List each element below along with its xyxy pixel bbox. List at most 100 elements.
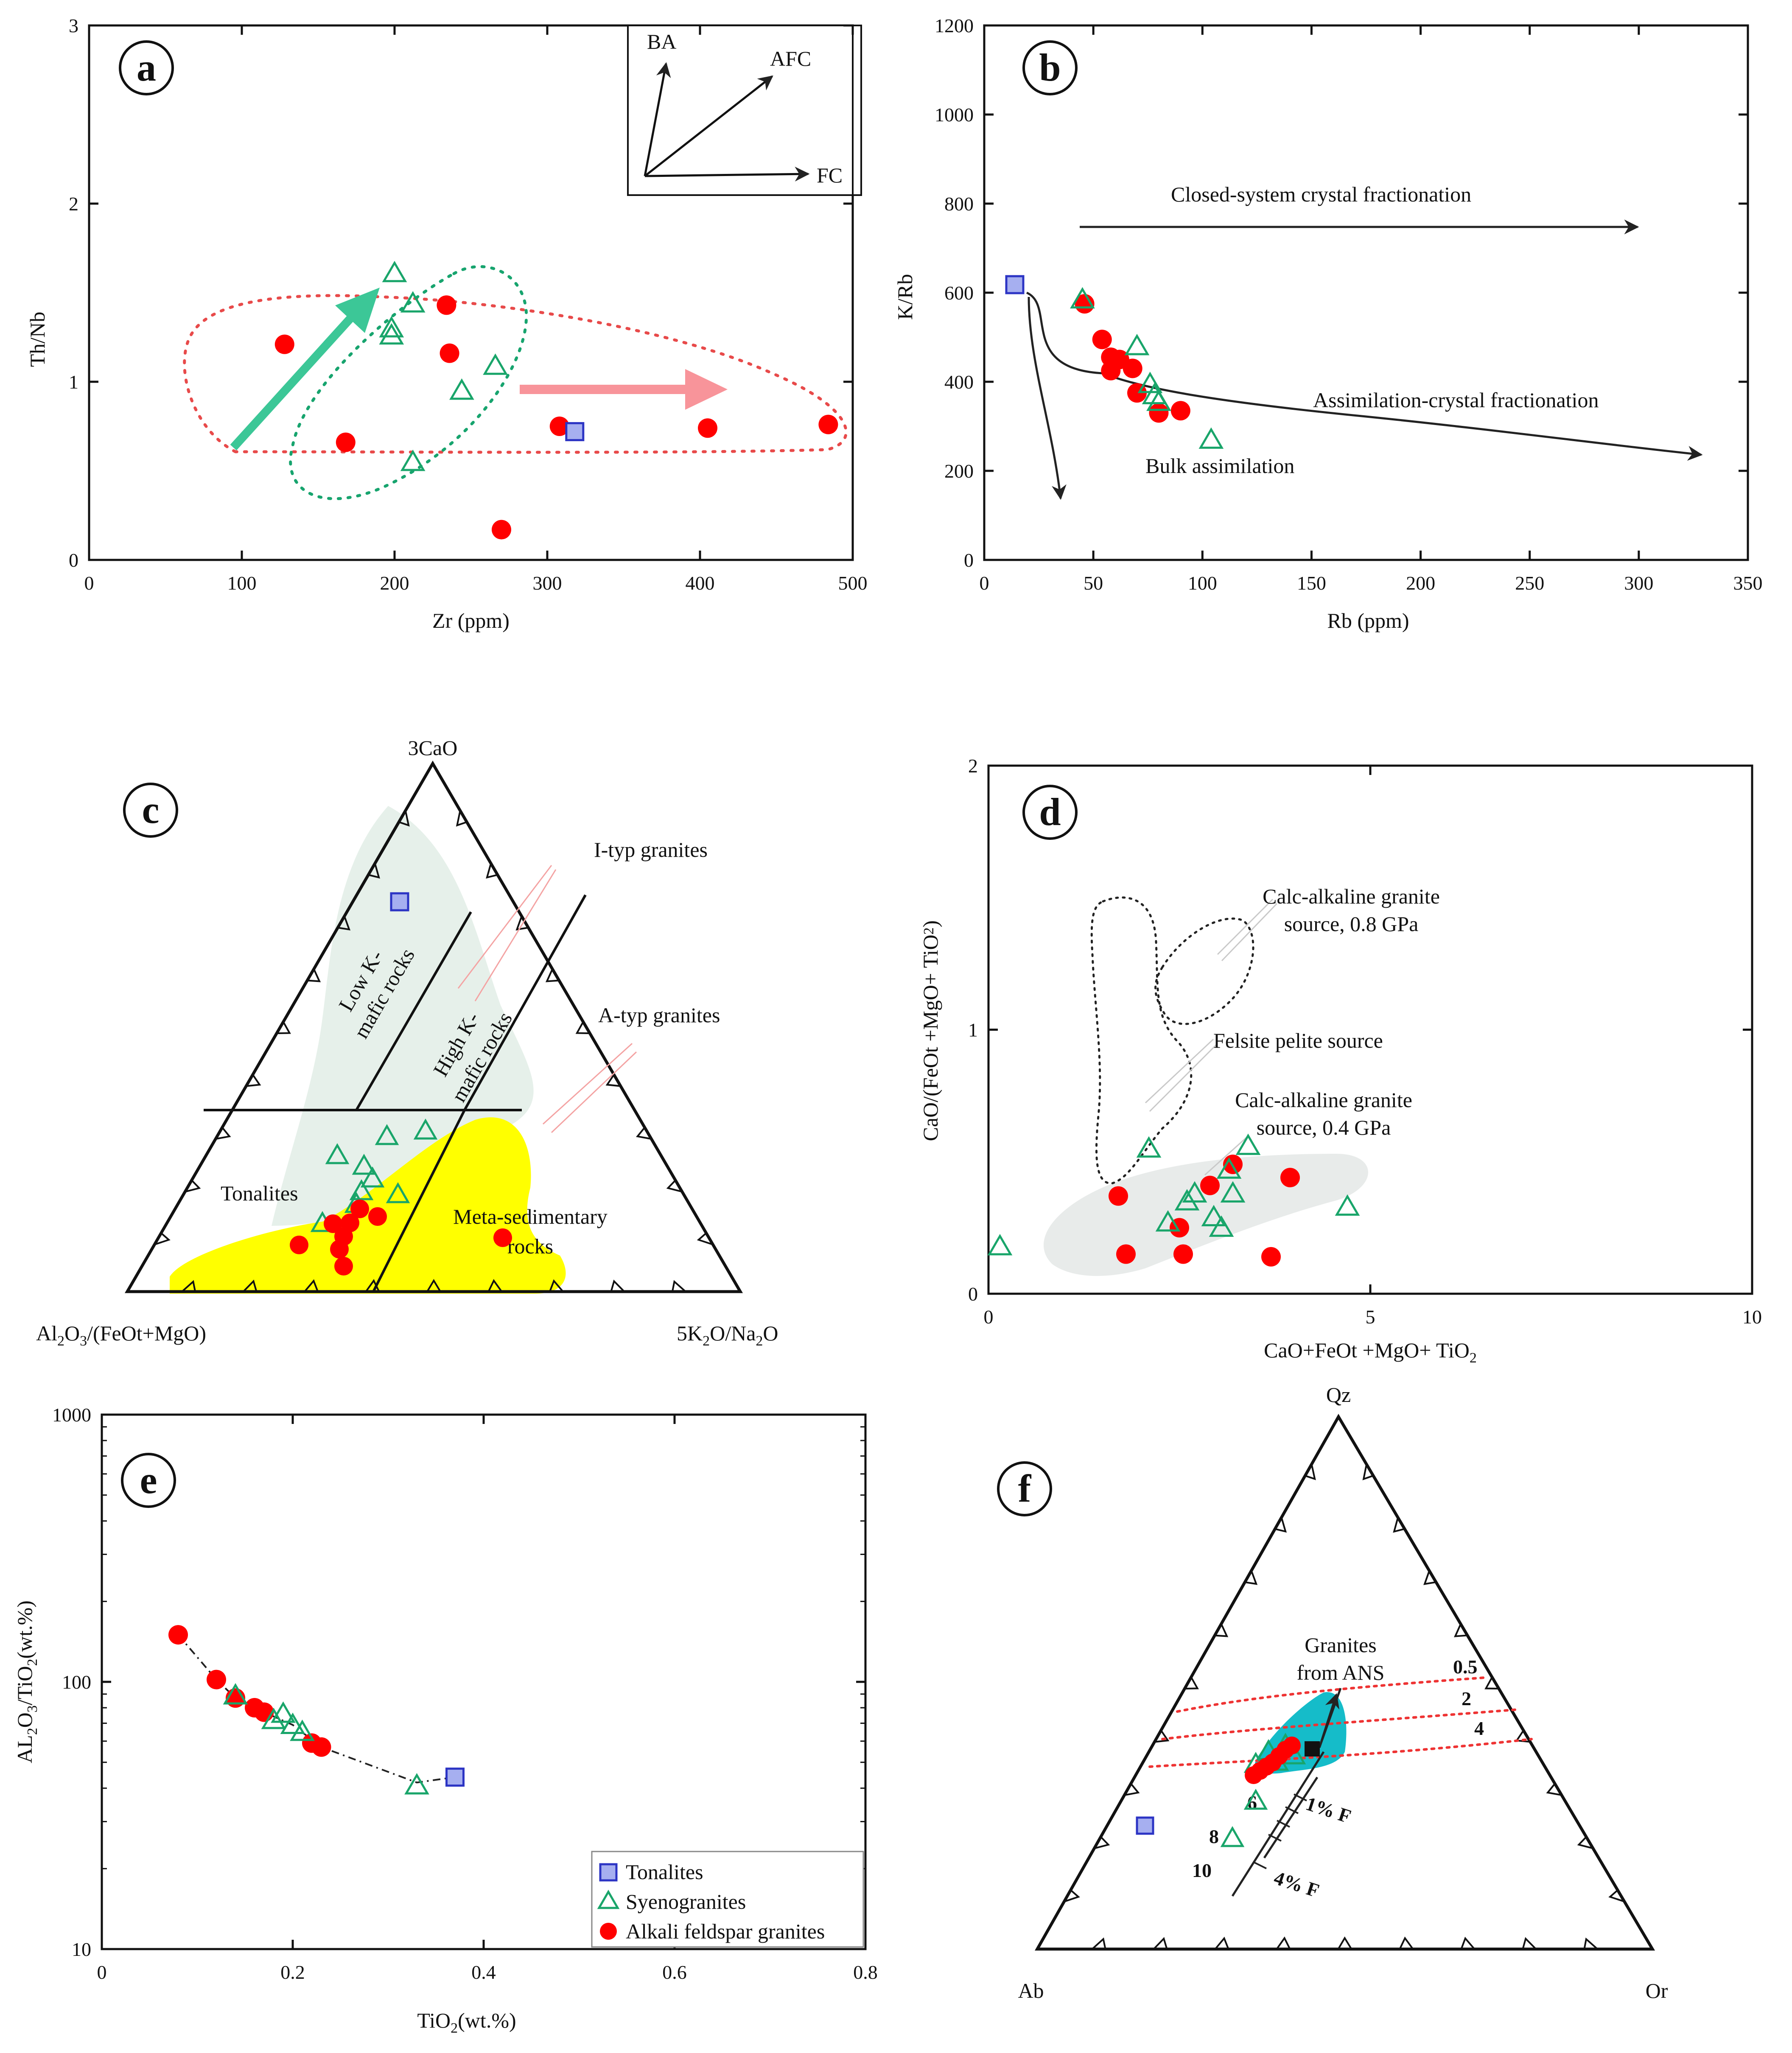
x-tick-label: 350 — [1733, 572, 1763, 594]
ans-label-2: from ANS — [1297, 1661, 1385, 1684]
panel-b-label-circle — [1022, 40, 1078, 95]
tonalites-field-label: Tonalites — [221, 1181, 298, 1205]
ternary-tick — [185, 1180, 201, 1193]
alkali-point — [290, 1236, 308, 1254]
alkali-point — [1261, 1247, 1281, 1267]
ternary-tick — [545, 968, 559, 982]
ternary-tick — [1337, 1936, 1352, 1950]
alkali-point — [1116, 1244, 1136, 1264]
panel-c-apex-right: 5K2O/Na2O — [677, 1321, 778, 1349]
ternary-tick — [1153, 1937, 1168, 1950]
panel-e-label-circle — [121, 1453, 176, 1508]
syeno-point — [271, 1701, 296, 1723]
panel-f-ticks — [1064, 1464, 1625, 1950]
alkali-point — [1092, 330, 1112, 350]
alkali-point — [818, 414, 838, 434]
ternary-tick — [215, 1127, 231, 1140]
calc-alkaline-08-label-1: Calc-alkaline granite — [1263, 884, 1440, 908]
panel-f-label: f — [1018, 1467, 1032, 1510]
green-trend-arrow — [230, 309, 360, 450]
ternary-tick — [575, 1021, 590, 1034]
panel-a-ylabel: Th/Nb — [25, 312, 49, 367]
inset-label-afc: AFC — [770, 47, 811, 70]
alkali-point — [698, 418, 717, 438]
calc-alkaline-0.8-field — [1154, 917, 1254, 1025]
alkali-point — [1200, 1175, 1220, 1195]
syeno-point — [987, 1233, 1013, 1256]
y-tick-label: 2 — [968, 755, 978, 777]
metased-label-1: Meta-sedimentary — [453, 1205, 608, 1228]
tonalite-point — [445, 1768, 465, 1787]
ternary-tick — [1522, 1937, 1537, 1950]
ternary-tick — [486, 863, 498, 879]
ternary-tick — [1577, 1836, 1593, 1849]
panel-b-label: b — [1039, 46, 1061, 89]
syeno-point — [413, 1118, 438, 1140]
syeno-point — [1155, 1210, 1181, 1232]
alkali-point — [1173, 1244, 1193, 1264]
ternary-tick — [1124, 1783, 1140, 1796]
ternary-tick — [1215, 1623, 1229, 1637]
afc-label: Assimilation-crystal fractionation — [1313, 388, 1599, 412]
curve-label-0.5: 0.5 — [1453, 1656, 1478, 1678]
y-tick-label: 100 — [62, 1671, 91, 1693]
trend-ticks — [1253, 1793, 1307, 1869]
panel-b-ticks: 0 50 100 150 200 250 300 350 0 200 400 600 800 1000 12… — [935, 15, 1763, 594]
ternary-tick — [671, 1280, 686, 1292]
panel-d-label: d — [1039, 790, 1061, 834]
alkali-point — [334, 1257, 353, 1275]
curve-label-2: 2 — [1462, 1688, 1471, 1709]
syeno-point — [1198, 427, 1224, 449]
syeno-point — [1174, 1189, 1200, 1211]
x-tick-label: 0 — [97, 1961, 107, 1983]
panel-c-apex-left: Al2O3/(FeOt+MgO) — [36, 1321, 206, 1349]
panel-c: Low K- mafic rocks High K- mafic rocks T… — [36, 736, 778, 1349]
y-tick-label: 10 — [72, 1938, 91, 1960]
x-tick-label: 0.6 — [662, 1961, 687, 1983]
ternary-tick — [307, 968, 321, 982]
panel-b-ylabel: K/Rb — [893, 274, 917, 320]
ternary-tick — [277, 1021, 291, 1035]
panel-f-apex-top: Qz — [1326, 1383, 1351, 1407]
inset-label-ba: BA — [647, 30, 676, 53]
trend-label-4f: 4% F — [1271, 1867, 1322, 1902]
syeno-point — [1220, 1181, 1246, 1203]
alkali-point — [324, 1214, 342, 1233]
ternary-tick — [1484, 1677, 1499, 1689]
pressure-curve-2 — [1161, 1708, 1520, 1740]
ternary-tick — [697, 1232, 713, 1245]
felsite-pelite-field — [1090, 896, 1193, 1185]
ternary-tick — [1214, 1936, 1229, 1950]
panel-b-frame — [983, 24, 1749, 561]
panel-c-boundary-2 — [372, 1109, 466, 1292]
panel-b-points — [1005, 275, 1224, 449]
trend-line-left — [1231, 1751, 1325, 1897]
syeno-point — [352, 1153, 376, 1175]
x-tick-label: 0.8 — [853, 1961, 878, 1983]
panel-c-leaders — [457, 865, 637, 1133]
ternary-tick — [1154, 1730, 1170, 1743]
ternary-tick — [1274, 1517, 1287, 1533]
panel-e-trend-line — [177, 1634, 455, 1784]
trend-line-right — [1263, 1776, 1319, 1859]
green-trend-arrowhead — [335, 288, 380, 333]
ternary-tick — [1362, 1464, 1374, 1480]
syeno-point — [290, 1719, 315, 1741]
legend-syenogranites: Syenogranites — [626, 1890, 746, 1913]
y-tick-label: 0 — [964, 549, 974, 571]
x-tick-label: 200 — [380, 572, 409, 594]
calc-alkaline-04-label-1: Calc-alkaline granite — [1235, 1088, 1412, 1112]
bulk-assimilation-arrow — [1028, 296, 1067, 500]
alkali-point — [1170, 401, 1190, 421]
panel-f-triangle — [1034, 1414, 1655, 1951]
panel-e-ylabel: AL2O3/TiO2(wt.%) — [13, 1600, 40, 1763]
panel-c-ticks — [154, 810, 713, 1292]
ternary-tick — [1305, 1464, 1316, 1480]
ternary-tick — [1184, 1676, 1199, 1690]
panel-e: 0 0.2 0.4 0.6 0.8 10 100 1000 Tonalites Syenogr… — [13, 1404, 878, 2036]
ternary-tick — [549, 1279, 564, 1292]
syeno-point — [261, 1707, 286, 1729]
ternary-tick — [242, 1279, 258, 1292]
alkali-point — [549, 417, 569, 436]
